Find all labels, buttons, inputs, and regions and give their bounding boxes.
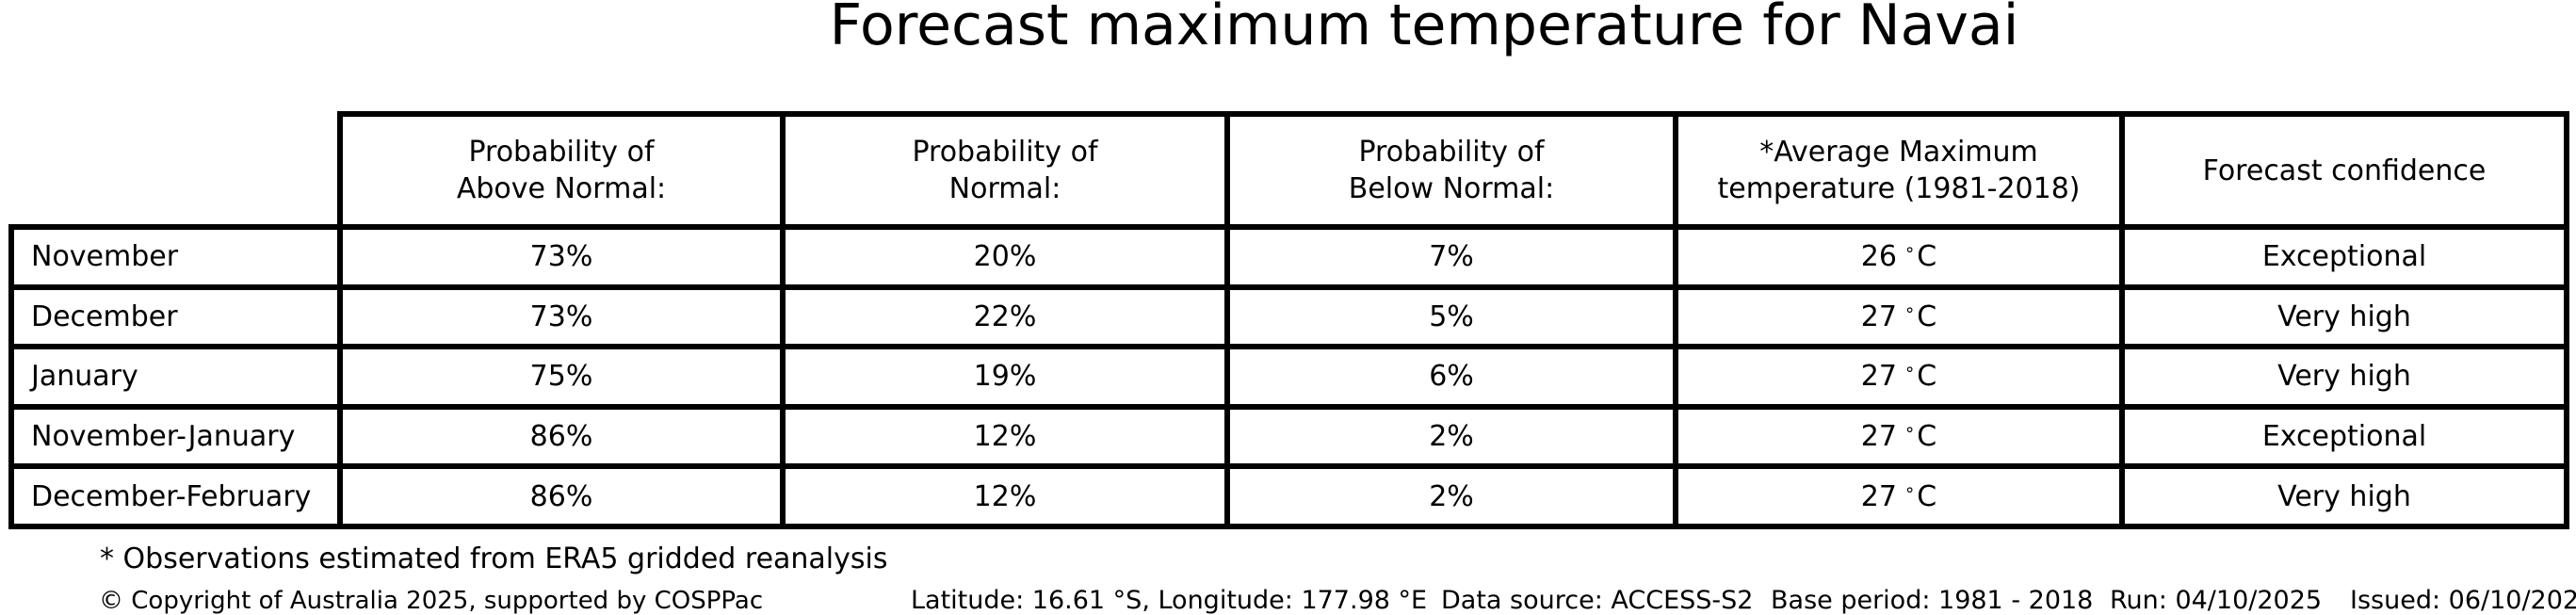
cell-below-normal: 5% bbox=[1224, 283, 1678, 350]
cell-period: January bbox=[8, 344, 343, 410]
cell-above-normal: 73% bbox=[337, 224, 786, 290]
cell-above-normal: 86% bbox=[337, 403, 786, 470]
cell-below-normal: 2% bbox=[1224, 403, 1678, 470]
degree-symbol: ° bbox=[1904, 304, 1915, 325]
table-header-row: Probability of Above Normal: Probability… bbox=[11, 111, 2569, 230]
degree-symbol: ° bbox=[1904, 245, 1915, 266]
cell-avg-max-temp: 26 ° C bbox=[1673, 224, 2125, 290]
table-row-november: November 73% 20% 7% 26 ° C Exceptional bbox=[8, 224, 2569, 290]
cell-above-normal: 73% bbox=[337, 283, 786, 350]
cell-period: December bbox=[8, 283, 343, 350]
cell-period: November-January bbox=[8, 403, 343, 470]
temp-value: 26 bbox=[1860, 240, 1897, 274]
cell-above-normal: 86% bbox=[337, 463, 786, 529]
header-avg-max-temp: *Average Maximum temperature (1981-2018) bbox=[1673, 111, 2125, 230]
cell-confidence: Exceptional bbox=[2119, 224, 2569, 290]
cell-below-normal: 7% bbox=[1224, 224, 1678, 290]
degree-symbol: ° bbox=[1904, 364, 1915, 385]
degree-symbol: ° bbox=[1904, 425, 1915, 445]
footer-data-source: Data source: ACCESS-S2 bbox=[1441, 586, 1754, 615]
header-confidence: Forecast confidence bbox=[2119, 111, 2569, 230]
page-title: Forecast maximum temperature for Navai bbox=[829, 0, 2019, 58]
cell-avg-max-temp: 27 ° C bbox=[1673, 403, 2125, 470]
cell-above-normal: 75% bbox=[337, 344, 786, 410]
temp-unit: C bbox=[1917, 299, 1937, 333]
header-above-normal: Probability of Above Normal: bbox=[337, 111, 786, 230]
cell-confidence: Very high bbox=[2119, 463, 2569, 529]
cell-confidence: Exceptional bbox=[2119, 403, 2569, 470]
footnote-observations: * Observations estimated from ERA5 gridd… bbox=[100, 542, 888, 575]
cell-period: November bbox=[8, 224, 343, 290]
temp-unit: C bbox=[1917, 420, 1937, 454]
footer-location: Latitude: 16.61 °S, Longitude: 177.98 °E bbox=[911, 586, 1428, 615]
cell-normal: 22% bbox=[780, 283, 1230, 350]
cell-period: December-February bbox=[8, 463, 343, 529]
cell-avg-max-temp: 27 ° C bbox=[1673, 463, 2125, 529]
table-row-november-january: November-January 86% 12% 2% 27 ° C Excepti… bbox=[8, 403, 2569, 470]
table-row-december-february: December-February 86% 12% 2% 27 ° C Very h… bbox=[8, 463, 2569, 529]
temp-unit: C bbox=[1917, 360, 1937, 394]
temp-unit: C bbox=[1917, 240, 1937, 274]
temp-value: 27 bbox=[1860, 420, 1897, 454]
cell-below-normal: 2% bbox=[1224, 463, 1678, 529]
cell-confidence: Very high bbox=[2119, 283, 2569, 350]
temp-value: 27 bbox=[1860, 360, 1897, 394]
corner-cell bbox=[11, 114, 340, 227]
cell-below-normal: 6% bbox=[1224, 344, 1678, 410]
forecast-table: Probability of Above Normal: Probability… bbox=[8, 111, 2569, 529]
cell-normal: 12% bbox=[780, 463, 1230, 529]
temp-value: 27 bbox=[1860, 299, 1897, 333]
degree-symbol: ° bbox=[1904, 484, 1915, 505]
table-row-december: December 73% 22% 5% 27 ° C Very high bbox=[8, 283, 2569, 350]
table-row-january: January 75% 19% 6% 27 ° C Very high bbox=[8, 344, 2569, 410]
cell-confidence: Very high bbox=[2119, 344, 2569, 410]
cell-normal: 20% bbox=[780, 224, 1230, 290]
header-below-normal: Probability of Below Normal: bbox=[1224, 111, 1678, 230]
header-normal: Probability of Normal: bbox=[780, 111, 1230, 230]
cell-normal: 19% bbox=[780, 344, 1230, 410]
cell-normal: 12% bbox=[780, 403, 1230, 470]
footer-copyright: © Copyright of Australia 2025, supported… bbox=[99, 587, 764, 615]
footer-issued-date: Issued: 06/10/2025 bbox=[2350, 586, 2576, 615]
temp-value: 27 bbox=[1860, 479, 1897, 513]
temp-unit: C bbox=[1917, 479, 1937, 513]
footer-run-date: Run: 04/10/2025 bbox=[2110, 586, 2323, 615]
footer-base-period: Base period: 1981 - 2018 bbox=[1771, 586, 2094, 615]
cell-avg-max-temp: 27 ° C bbox=[1673, 344, 2125, 410]
cell-avg-max-temp: 27 ° C bbox=[1673, 283, 2125, 350]
